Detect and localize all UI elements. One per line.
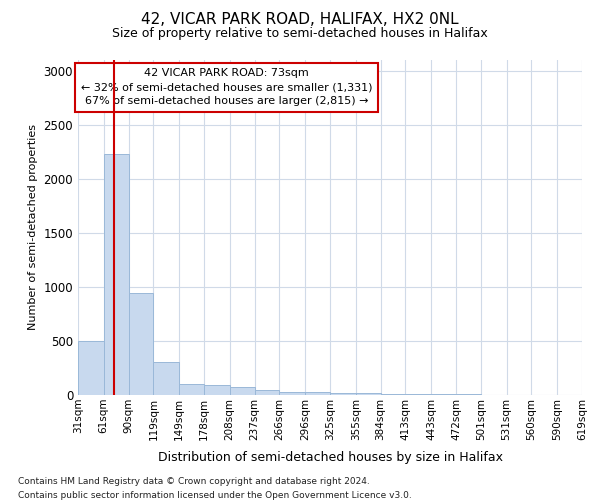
Bar: [230, 388, 254, 395]
Text: Contains public sector information licensed under the Open Government Licence v3: Contains public sector information licen…: [18, 491, 412, 500]
Bar: [78, 341, 104, 395]
Bar: [406, 394, 431, 395]
Bar: [356, 394, 380, 395]
Bar: [456, 394, 481, 395]
Text: 42, VICAR PARK ROAD, HALIFAX, HX2 0NL: 42, VICAR PARK ROAD, HALIFAX, HX2 0NL: [141, 12, 459, 28]
Bar: [204, 386, 230, 395]
Bar: [104, 154, 128, 395]
Text: Contains HM Land Registry data © Crown copyright and database right 2024.: Contains HM Land Registry data © Crown c…: [18, 478, 370, 486]
Text: 42 VICAR PARK ROAD: 73sqm
← 32% of semi-detached houses are smaller (1,331)
67% : 42 VICAR PARK ROAD: 73sqm ← 32% of semi-…: [81, 68, 373, 106]
Bar: [280, 392, 305, 395]
Y-axis label: Number of semi-detached properties: Number of semi-detached properties: [28, 124, 38, 330]
Bar: [179, 384, 204, 395]
Bar: [128, 294, 154, 395]
Bar: [380, 394, 406, 395]
Text: Size of property relative to semi-detached houses in Halifax: Size of property relative to semi-detach…: [112, 28, 488, 40]
Bar: [431, 394, 456, 395]
Bar: [254, 390, 280, 395]
X-axis label: Distribution of semi-detached houses by size in Halifax: Distribution of semi-detached houses by …: [157, 451, 503, 464]
Bar: [330, 393, 356, 395]
Bar: [154, 362, 179, 395]
Bar: [305, 392, 330, 395]
